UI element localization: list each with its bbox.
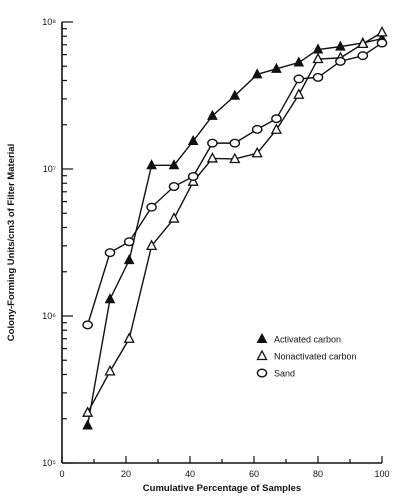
data-point — [270, 123, 282, 134]
data-point — [146, 202, 157, 212]
data-point — [312, 72, 324, 82]
series-activated-carbon — [82, 32, 388, 430]
series-line — [86, 42, 383, 326]
y-axis-title: Colony-Forming Units/cm3 of Filter Mater… — [6, 144, 17, 341]
data-point — [271, 114, 282, 124]
axes — [61, 22, 382, 464]
data-point — [357, 51, 369, 61]
x-tick-label: 60 — [249, 469, 259, 479]
y-tick-label: 10⁷ — [43, 164, 56, 174]
legend: Activated carbon Nonactivated carbon Sand — [256, 332, 357, 379]
legend-marker — [256, 332, 268, 343]
data-point — [123, 254, 135, 265]
data-point — [104, 248, 116, 258]
data-point — [168, 182, 180, 192]
legend-label: Sand — [274, 369, 295, 379]
x-ticks: 0 20 40 60 80 100 — [59, 456, 390, 479]
data-point — [293, 56, 305, 67]
x-axis-title: Cumulative Percentage of Samples — [143, 483, 301, 494]
data-point — [146, 159, 157, 170]
data-point — [206, 152, 218, 163]
data-point — [251, 124, 263, 134]
data-point — [187, 171, 199, 181]
legend-marker — [256, 368, 268, 378]
x-tick-label: 40 — [185, 469, 195, 479]
legend-label: Nonactivated carbon — [274, 352, 357, 362]
series-layer — [82, 25, 388, 430]
data-point — [251, 68, 263, 79]
data-point — [357, 37, 369, 49]
x-tick-label: 20 — [121, 469, 131, 479]
data-point — [229, 138, 241, 148]
x-tick-label: 100 — [374, 469, 389, 479]
data-point — [207, 138, 218, 148]
x-tick-label: 80 — [313, 469, 323, 479]
data-point — [82, 320, 93, 330]
data-point — [293, 88, 305, 99]
data-point — [229, 152, 241, 164]
legend-label: Activated carbon — [274, 335, 341, 345]
data-point — [335, 40, 346, 51]
legend-marker — [256, 349, 268, 361]
data-point — [104, 293, 116, 304]
y-tick-label: 10⁵ — [42, 458, 56, 468]
data-point — [146, 239, 158, 251]
data-point — [312, 52, 324, 64]
series-sand — [82, 38, 388, 330]
data-point — [207, 109, 218, 120]
data-point — [123, 237, 135, 247]
data-point — [123, 332, 135, 343]
data-point — [187, 134, 199, 146]
data-point — [168, 159, 180, 170]
data-point — [82, 406, 94, 417]
data-point — [82, 419, 93, 430]
data-point — [335, 56, 346, 66]
data-point — [229, 89, 241, 100]
data-point — [293, 74, 305, 84]
data-point — [251, 146, 263, 158]
y-tick-label: 10⁶ — [42, 311, 56, 321]
data-point — [104, 364, 116, 376]
y-ticks: 10⁵ 10⁶ 10⁷ 10⁸ — [42, 17, 73, 468]
x-tick-label: 0 — [59, 469, 64, 479]
data-point — [376, 38, 388, 48]
y-tick-label: 10⁸ — [42, 17, 56, 27]
data-point — [376, 25, 388, 37]
data-point — [168, 212, 180, 223]
data-point — [271, 62, 282, 73]
